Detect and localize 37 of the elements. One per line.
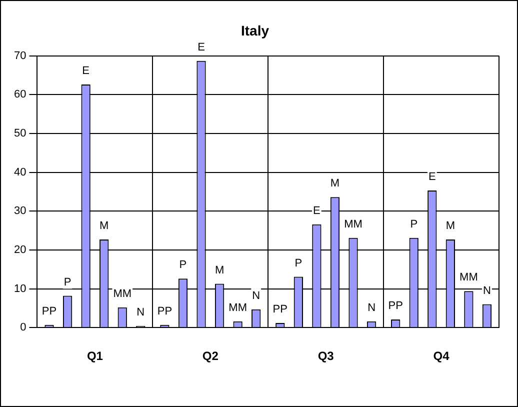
series-label: MM: [460, 272, 478, 284]
text: P: [410, 218, 418, 230]
text: P: [179, 259, 187, 272]
text: M: [214, 264, 224, 276]
text: P: [294, 257, 302, 270]
series-label: PP: [157, 305, 172, 318]
y-tick-label: 70: [14, 50, 26, 62]
text: MM: [113, 288, 132, 300]
x-tick-label: Q2: [202, 349, 219, 364]
text: N: [252, 290, 260, 302]
x-tick-label: Q1: [86, 349, 104, 364]
text: E: [82, 65, 90, 78]
text: PP: [388, 300, 403, 312]
text: MM: [344, 218, 362, 230]
text: M: [330, 178, 340, 190]
text: N: [368, 302, 376, 314]
text: PP: [272, 303, 288, 316]
y-tick-label: 0: [20, 322, 26, 334]
series-label: M: [446, 220, 456, 232]
series-label: E: [198, 41, 205, 54]
y-tick-label: 40: [14, 166, 26, 178]
text: E: [313, 204, 320, 217]
y-tick-label: 50: [14, 127, 26, 140]
chart-title: Italy: [240, 22, 270, 38]
x-tick-label: Q4: [433, 349, 450, 364]
text: PP: [42, 305, 57, 318]
series-label: P: [64, 276, 72, 288]
text: N: [483, 284, 491, 297]
text: M: [100, 220, 109, 232]
y-tick-label: 20: [14, 244, 26, 256]
y-tick-label: 60: [14, 88, 26, 101]
y-tick-label: 30: [14, 205, 26, 218]
text: MM: [228, 302, 247, 314]
series-label: N: [136, 306, 145, 319]
x-tick-label: Q3: [318, 349, 334, 364]
y-tick-label: 10: [14, 282, 26, 295]
text: E: [428, 171, 436, 184]
